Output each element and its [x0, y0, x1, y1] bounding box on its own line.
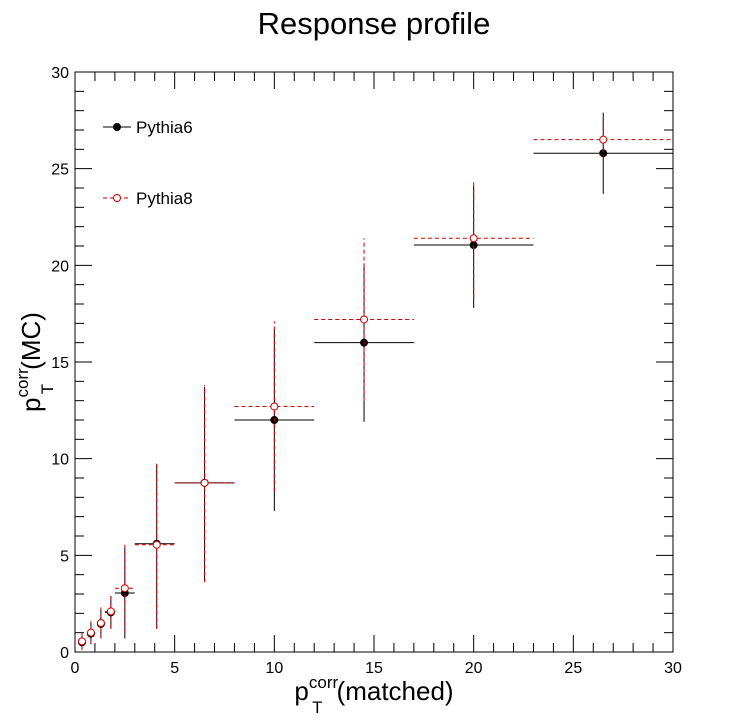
- data-point: [96, 619, 105, 627]
- data-point: [270, 402, 279, 411]
- legend-label: Pythia8: [136, 189, 193, 208]
- x-axis-label-base: p: [294, 676, 308, 706]
- plot-frame: [74, 71, 674, 653]
- y-tick-label: 0: [60, 645, 69, 662]
- x-tick-label: 0: [71, 660, 80, 677]
- data-point: [120, 584, 129, 593]
- x-axis-label-sup: corr: [309, 673, 339, 692]
- y-axis-label: pcorr T (MC): [13, 312, 57, 412]
- x-tick-label: 15: [365, 660, 383, 677]
- data-point: [200, 478, 209, 487]
- data-point: [599, 135, 608, 144]
- y-tick-label: 20: [51, 258, 69, 275]
- data-point: [360, 315, 369, 324]
- y-tick-label: 10: [51, 452, 69, 469]
- data-point: [106, 607, 115, 616]
- chart-title: Response profile: [258, 6, 491, 41]
- series-pythia8: [77, 118, 673, 651]
- x-axis-label: pcorr T (matched): [294, 673, 453, 717]
- y-axis-label-base: p: [16, 397, 46, 411]
- x-tick-label: 20: [465, 660, 483, 677]
- y-tick-label: 15: [51, 355, 69, 372]
- data-point: [77, 637, 86, 646]
- x-axis-label-sub: T: [312, 698, 322, 717]
- y-axis-label-sup: corr: [13, 368, 32, 398]
- y-axis-label-sub: T: [38, 384, 57, 394]
- data-point: [152, 540, 161, 549]
- x-tick-label: 5: [170, 660, 179, 677]
- x-tick-label: 25: [564, 660, 582, 677]
- x-tick-label: 30: [664, 660, 682, 677]
- data-point: [86, 628, 95, 637]
- legend-marker: [113, 123, 121, 131]
- y-tick-label: 30: [51, 65, 69, 82]
- y-tick-label: 25: [51, 162, 69, 179]
- x-axis-label-rest: (matched): [337, 676, 454, 706]
- legend-label: Pythia6: [136, 118, 193, 137]
- y-axis-label-rest: (MC): [16, 312, 46, 370]
- data-point: [469, 234, 478, 243]
- x-tick-label: 10: [265, 660, 283, 677]
- y-tick-label: 5: [60, 548, 69, 565]
- legend-marker: [113, 194, 121, 202]
